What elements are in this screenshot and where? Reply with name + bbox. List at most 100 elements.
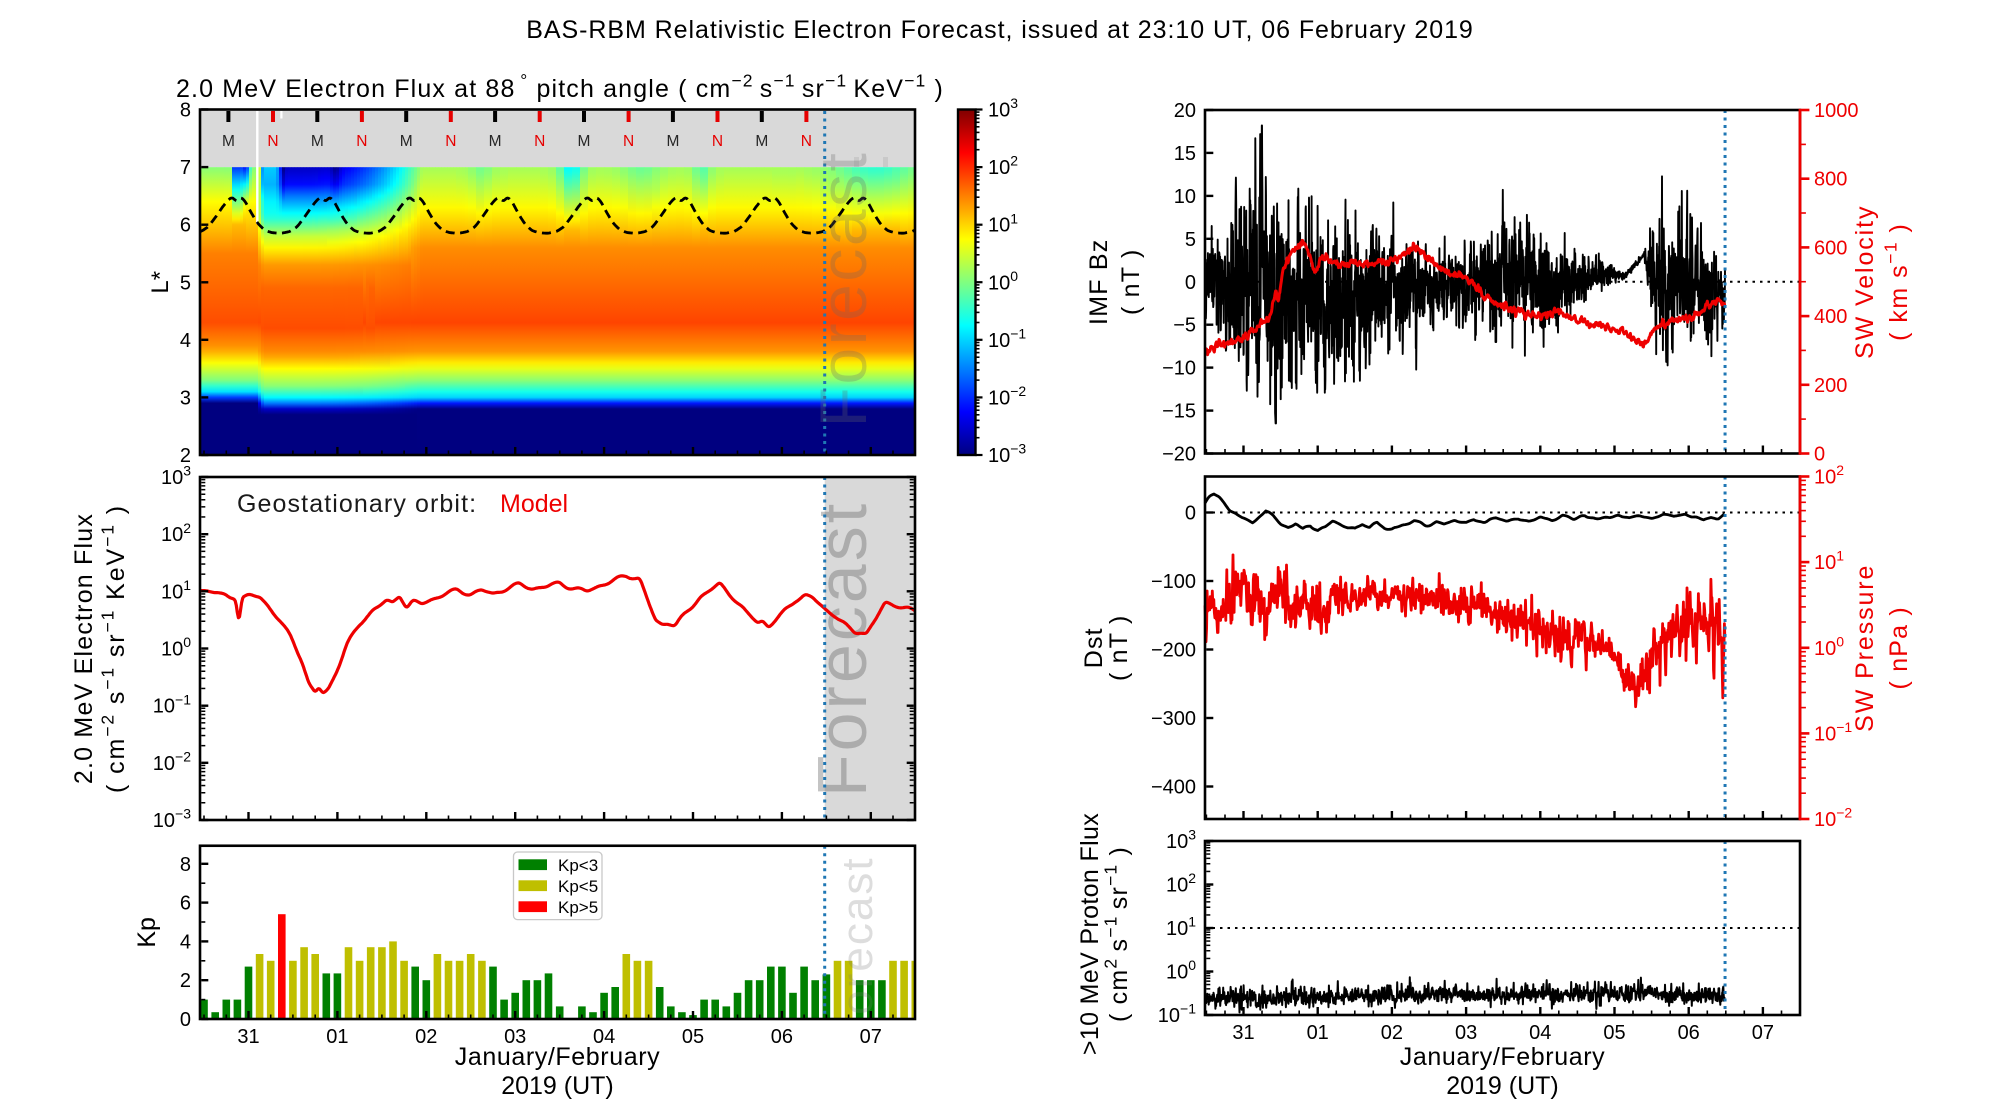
svg-text:0: 0 <box>180 1009 191 1031</box>
svg-text:06: 06 <box>1678 1022 1700 1044</box>
svg-text:−100: −100 <box>1151 571 1196 593</box>
svg-text:10−2: 10−2 <box>1814 805 1852 831</box>
svg-text:05: 05 <box>682 1026 704 1048</box>
svg-text:−400: −400 <box>1151 777 1196 799</box>
svg-text:10−2: 10−2 <box>153 748 191 774</box>
svg-text:−10: −10 <box>1162 358 1196 380</box>
svg-text:101: 101 <box>161 577 191 603</box>
svg-text:Forecast: Forecast <box>833 856 882 1043</box>
svg-text:M: M <box>400 133 413 150</box>
svg-text:01: 01 <box>1307 1022 1329 1044</box>
svg-text:M: M <box>666 133 679 150</box>
svg-text:200: 200 <box>1814 375 1847 397</box>
svg-text:103: 103 <box>988 95 1018 121</box>
svg-text:−200: −200 <box>1151 640 1196 662</box>
svg-text:6: 6 <box>180 893 191 915</box>
svg-text:N: N <box>801 133 812 150</box>
svg-text:03: 03 <box>1455 1022 1477 1044</box>
svg-text:100: 100 <box>161 634 191 660</box>
svg-text:−5: −5 <box>1173 315 1196 337</box>
svg-text:10: 10 <box>1174 186 1196 208</box>
svg-text:( nT ): ( nT ) <box>1117 249 1145 315</box>
svg-text:10−3: 10−3 <box>988 441 1026 467</box>
svg-text:2: 2 <box>180 445 191 467</box>
svg-text:Kp<5: Kp<5 <box>558 877 598 896</box>
svg-text:102: 102 <box>988 153 1018 179</box>
svg-text:07: 07 <box>860 1026 882 1048</box>
svg-text:102: 102 <box>161 520 191 546</box>
svg-text:L*: L* <box>147 271 174 294</box>
svg-text:2.0 MeV Electron Flux: 2.0 MeV Electron Flux <box>70 513 98 784</box>
svg-text:−300: −300 <box>1151 708 1196 730</box>
svg-text:6: 6 <box>180 215 191 237</box>
svg-text:( cm2 s−1 sr−1 ): ( cm2 s−1 sr−1 ) <box>1101 846 1134 1022</box>
svg-text:N: N <box>267 133 278 150</box>
svg-text:0: 0 <box>1185 272 1196 294</box>
svg-text:800: 800 <box>1814 169 1847 191</box>
svg-text:101: 101 <box>988 210 1018 236</box>
svg-text:Model: Model <box>500 490 568 518</box>
svg-text:Kp<3: Kp<3 <box>558 856 598 875</box>
svg-text:101: 101 <box>1166 914 1196 940</box>
svg-text:02: 02 <box>1381 1022 1403 1044</box>
svg-text:N: N <box>534 133 545 150</box>
svg-text:100: 100 <box>1814 633 1844 659</box>
svg-text:>10 MeV Proton Flux: >10 MeV Proton Flux <box>1076 813 1104 1055</box>
svg-text:M: M <box>489 133 502 150</box>
svg-text:04: 04 <box>1529 1022 1551 1044</box>
svg-text:100: 100 <box>1166 957 1196 983</box>
svg-text:January/February: January/February <box>455 1043 661 1071</box>
svg-text:103: 103 <box>1166 827 1196 853</box>
svg-text:M: M <box>222 133 235 150</box>
svg-text:01: 01 <box>326 1026 348 1048</box>
svg-text:102: 102 <box>1814 462 1844 488</box>
svg-text:−20: −20 <box>1162 444 1196 466</box>
svg-text:8: 8 <box>180 100 191 122</box>
svg-text:Kp>5: Kp>5 <box>558 898 598 917</box>
svg-text:07: 07 <box>1752 1022 1774 1044</box>
svg-text:04: 04 <box>593 1026 615 1048</box>
svg-text:10−1: 10−1 <box>1158 1001 1196 1027</box>
svg-text:03: 03 <box>504 1026 526 1048</box>
svg-text:N: N <box>356 133 367 150</box>
svg-text:( nPa ): ( nPa ) <box>1885 606 1913 689</box>
svg-text:N: N <box>712 133 723 150</box>
svg-text:05: 05 <box>1603 1022 1625 1044</box>
svg-text:100: 100 <box>988 268 1018 294</box>
svg-text:06: 06 <box>771 1026 793 1048</box>
svg-text:N: N <box>623 133 634 150</box>
svg-text:15: 15 <box>1174 143 1196 165</box>
svg-text:103: 103 <box>161 463 191 489</box>
svg-text:SW Pressure: SW Pressure <box>1851 564 1879 732</box>
svg-text:600: 600 <box>1814 237 1847 259</box>
svg-text:BAS-RBM Relativistic Electron: BAS-RBM Relativistic Electron Forecast, … <box>526 16 1474 44</box>
svg-text:5: 5 <box>180 272 191 294</box>
svg-text:−15: −15 <box>1162 401 1196 423</box>
svg-text:N: N <box>445 133 456 150</box>
svg-text:0: 0 <box>1185 503 1196 525</box>
svg-text:31: 31 <box>237 1026 259 1048</box>
svg-text:2019 (UT): 2019 (UT) <box>501 1072 614 1100</box>
svg-text:Forecast: Forecast <box>806 151 880 428</box>
svg-text:10−1: 10−1 <box>153 691 191 717</box>
svg-text:2019 (UT): 2019 (UT) <box>1446 1072 1559 1100</box>
svg-text:Geostationary orbit:: Geostationary orbit: <box>237 490 477 518</box>
svg-text:101: 101 <box>1814 548 1844 574</box>
svg-text:( km s−1 ): ( km s−1 ) <box>1881 223 1914 341</box>
svg-text:02: 02 <box>415 1026 437 1048</box>
svg-text:8: 8 <box>180 854 191 876</box>
svg-text:Forecast: Forecast <box>803 501 881 797</box>
svg-text:20: 20 <box>1174 100 1196 122</box>
svg-text:10−3: 10−3 <box>153 806 191 832</box>
svg-text:2: 2 <box>180 970 191 992</box>
svg-text:3: 3 <box>180 387 191 409</box>
svg-text:0: 0 <box>1814 444 1825 466</box>
svg-text:4: 4 <box>180 931 191 953</box>
svg-text:( nT ): ( nT ) <box>1105 615 1133 681</box>
svg-text:5: 5 <box>1185 229 1196 251</box>
svg-text:M: M <box>578 133 591 150</box>
svg-text:10−2: 10−2 <box>988 383 1026 409</box>
svg-text:102: 102 <box>1166 870 1196 896</box>
svg-text:( cm−2 s−1 sr−1 KeV−1 ): ( cm−2 s−1 sr−1 KeV−1 ) <box>98 504 131 793</box>
svg-text:4: 4 <box>180 330 191 352</box>
